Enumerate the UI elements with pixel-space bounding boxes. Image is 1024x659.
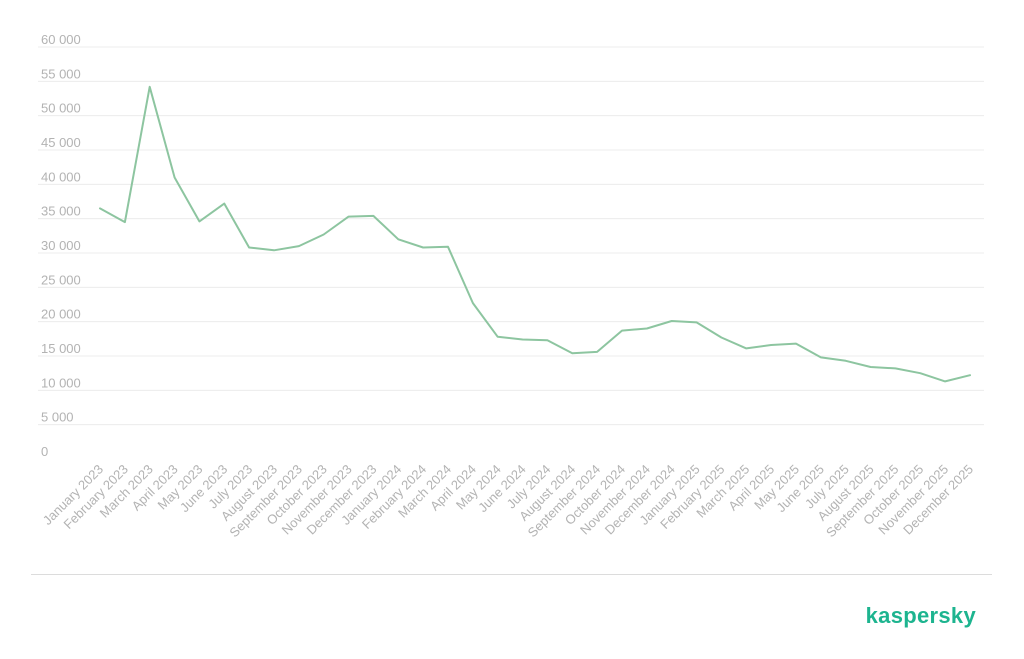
y-tick-label: 40 000 xyxy=(41,169,81,184)
y-tick-label: 60 000 xyxy=(41,32,81,47)
y-tick-label: 25 000 xyxy=(41,272,81,287)
gridlines xyxy=(38,46,984,426)
kaspersky-logo: kaspersky xyxy=(865,603,976,628)
y-tick-label: 45 000 xyxy=(41,135,81,150)
y-tick-label: 0 xyxy=(41,444,48,459)
y-tick-label: 20 000 xyxy=(41,307,81,322)
y-tick-label: 55 000 xyxy=(41,66,81,81)
y-tick-label: 30 000 xyxy=(41,238,81,253)
y-tick-label: 15 000 xyxy=(41,341,81,356)
series-layer xyxy=(99,85,971,383)
y-tick-label: 5 000 xyxy=(41,410,74,425)
y-axis-tick-labels: 0 5 000 10 000 15 000 20 000 25 000 30 000 35 0… xyxy=(41,32,81,459)
series-line xyxy=(99,85,971,383)
y-tick-label: 35 000 xyxy=(41,204,81,219)
footer-divider xyxy=(31,574,992,575)
y-tick-label: 50 000 xyxy=(41,101,81,116)
y-tick-label: 10 000 xyxy=(41,375,81,390)
